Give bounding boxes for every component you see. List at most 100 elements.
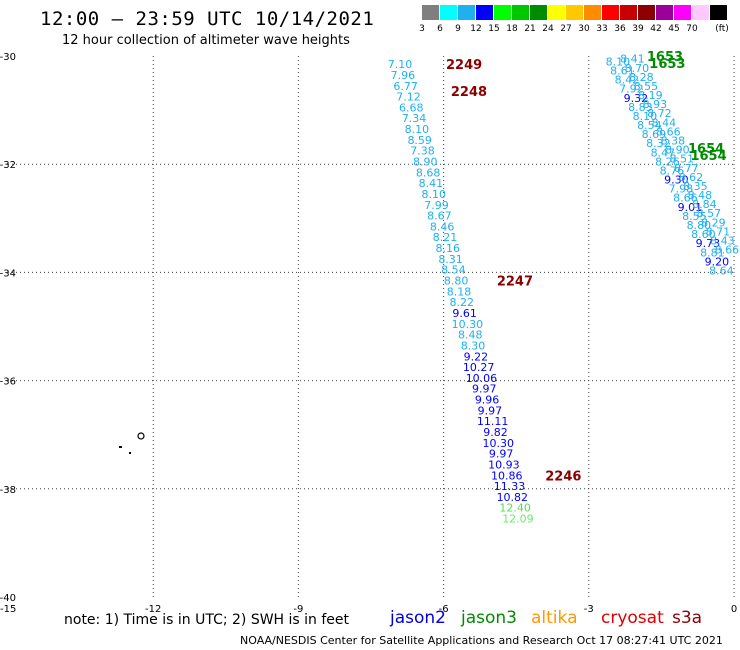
- wave-height-value: 8.30: [461, 339, 486, 352]
- wave-height-value: 8.41: [620, 53, 645, 66]
- wave-height-value: 8.48: [688, 189, 713, 202]
- color-swatch: [710, 5, 727, 20]
- wave-height-value: 9.61: [452, 307, 477, 320]
- color-swatch: [566, 5, 583, 20]
- pass-time-label: 2246: [545, 469, 581, 484]
- wave-height-value: 7.96: [391, 69, 416, 82]
- x-tick-label: -12: [145, 604, 161, 615]
- wave-height-value: 8.44: [652, 116, 677, 129]
- y-tick-label: -34: [0, 268, 16, 279]
- color-scale-label: 18: [506, 24, 518, 34]
- satellite-legend-jason3: jason3: [461, 608, 517, 628]
- wave-height-value: 8.51: [670, 153, 695, 166]
- wave-height-value: 9.96: [475, 394, 500, 407]
- wave-height-value: 8.48: [458, 329, 483, 342]
- wave-height-value: 11.33: [494, 480, 526, 493]
- color-swatch: [692, 5, 709, 20]
- wave-height-value: 8.70: [625, 62, 650, 75]
- wave-height-value: 9.82: [483, 426, 508, 439]
- x-tick-label: -9: [293, 604, 303, 615]
- pass-time-label: 1653: [647, 50, 683, 65]
- y-tick-label: -32: [0, 160, 16, 171]
- wave-height-value: 8.46: [430, 220, 455, 233]
- wave-height-value: 7.34: [402, 112, 427, 125]
- wave-height-value: 9.97: [478, 404, 503, 417]
- pass-time-label: 1653: [649, 57, 685, 72]
- credit-line: NOAA/NESDIS Center for Satellite Applica…: [240, 634, 723, 647]
- wave-height-value: 9.32: [624, 92, 649, 105]
- color-scale-label: 36: [614, 24, 626, 34]
- color-swatch: [638, 5, 655, 20]
- wave-height-value: 7.10: [388, 58, 413, 71]
- wave-height-value: 8.10: [421, 188, 446, 201]
- wave-height-value: 8.10: [633, 110, 658, 123]
- satellite-legend-s3a: s3a: [672, 608, 703, 628]
- color-swatch: [494, 5, 511, 20]
- wave-height-value: 8.77: [674, 162, 699, 175]
- wave-height-value: 8.76: [660, 164, 685, 177]
- wave-height-value: 8.10: [405, 123, 430, 136]
- wave-height-value: 9.30: [664, 174, 689, 187]
- color-swatch: [440, 5, 457, 20]
- y-tick-label: -36: [0, 377, 16, 388]
- wave-height-value: 9.97: [472, 383, 497, 396]
- wave-height-value: 9.97: [489, 448, 514, 461]
- wave-height-value: 8.43: [710, 234, 735, 247]
- wave-height-value: 6.77: [393, 80, 418, 93]
- color-swatch: [584, 5, 601, 20]
- color-swatch: [548, 5, 565, 20]
- wave-height-value: 8.10: [606, 55, 631, 68]
- wave-height-value: 7.98: [669, 183, 694, 196]
- wave-height-value: 8.35: [683, 180, 708, 193]
- wave-height-value: 8.18: [447, 285, 472, 298]
- wave-height-value: 8.54: [441, 264, 466, 277]
- map-subtitle: 12 hour collection of altimeter wave hei…: [62, 33, 350, 48]
- satellite-legend-jason2: jason2: [390, 608, 446, 628]
- wave-height-value: 8.60: [691, 228, 716, 241]
- wave-height-value: 9.20: [705, 255, 730, 268]
- wave-height-value: 8.57: [697, 207, 722, 220]
- y-tick-label: -30: [0, 52, 16, 63]
- wave-height-value: 8.72: [647, 107, 672, 120]
- satellite-legend-cryosat: cryosat: [601, 608, 664, 628]
- color-swatch: [602, 5, 619, 20]
- wave-height-value: 10.82: [497, 491, 529, 504]
- color-scale-label: 70: [686, 24, 698, 34]
- color-swatch: [674, 5, 691, 20]
- wave-height-value: 8.71: [706, 225, 731, 238]
- color-scale-label: 45: [668, 24, 680, 34]
- wave-height-value: 8.90: [665, 144, 690, 157]
- wave-height-value: 8.26: [655, 155, 680, 168]
- color-swatch: [422, 5, 439, 20]
- wave-height-value: 8.93: [643, 98, 668, 111]
- wave-height-value: 8.64: [709, 264, 734, 277]
- wave-height-value: 8.67: [427, 210, 452, 223]
- wave-height-value: 9.22: [464, 350, 489, 363]
- wave-height-value: 8.19: [638, 89, 663, 102]
- wave-height-value: 6.68: [399, 101, 424, 114]
- wave-height-value: 8.55: [682, 210, 707, 223]
- wave-height-value: 10.86: [491, 469, 523, 482]
- color-scale-label: 12: [470, 24, 482, 34]
- map-title: 12:00 – 23:59 UTC 10/14/2021: [40, 8, 375, 30]
- color-scale-label: 21: [524, 24, 536, 34]
- color-scale-unit: (ft): [715, 24, 729, 34]
- wave-height-value: 12.40: [499, 502, 531, 515]
- wave-height-value: 8.69: [642, 128, 667, 141]
- altimeter-tracks: 7.107.966.777.126.687.348.108.597.388.90…: [388, 53, 739, 526]
- lat-lon-grid: [8, 56, 735, 597]
- pass-time-label: 1654: [688, 142, 724, 157]
- footer-note: note: 1) Time is in UTC; 2) SWH is in fe…: [64, 612, 350, 628]
- color-scale-label: 39: [632, 24, 644, 34]
- wave-height-value: 8.66: [715, 244, 740, 257]
- x-tick-label: -6: [439, 604, 449, 615]
- wave-height-value: 8.66: [656, 125, 681, 138]
- color-scale-label: 6: [437, 24, 443, 34]
- wave-height-value: 8.66: [673, 192, 698, 205]
- wave-height-value: 8.21: [433, 231, 458, 244]
- color-scale-label: 27: [560, 24, 572, 34]
- color-scale-label: 9: [455, 24, 461, 34]
- wave-height-value: 10.93: [488, 458, 520, 471]
